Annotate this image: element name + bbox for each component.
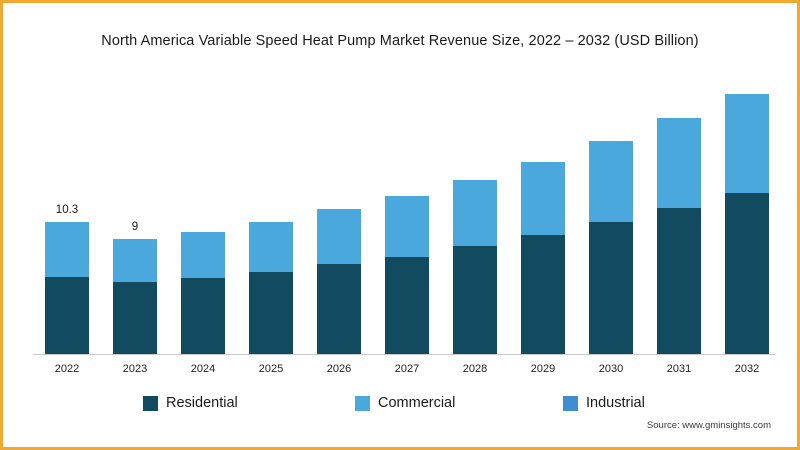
legend-swatch-icon [143, 395, 158, 411]
bar-group[interactable]: 10.3 [45, 204, 89, 354]
chart-canvas: North America Variable Speed Heat Pump M… [3, 3, 797, 447]
x-tick-2026: 2026 [326, 363, 352, 375]
x-tick-2029: 2029 [530, 363, 556, 375]
x-tick-2031: 2031 [666, 363, 692, 375]
bar-segment-commercial[interactable] [725, 93, 769, 193]
bar-segment-commercial[interactable] [45, 221, 89, 278]
bar-segment-commercial[interactable] [385, 196, 429, 257]
legend-label: Commercial [378, 395, 456, 411]
legend-item-residential[interactable]: Residential [143, 395, 238, 411]
bar-group[interactable] [181, 232, 225, 354]
legend-swatch-icon [355, 395, 370, 411]
bar-segment-commercial[interactable] [657, 118, 701, 208]
bar-segment-commercial[interactable] [521, 161, 565, 235]
bar-segment-residential[interactable] [453, 246, 497, 354]
bar-segment-residential[interactable] [317, 264, 361, 354]
bar-segment-residential[interactable] [589, 221, 633, 354]
x-tick-2024: 2024 [190, 363, 216, 375]
chart-legend: Residential Commercial Industrial [3, 395, 797, 421]
bar-segment-commercial[interactable] [249, 221, 293, 272]
bar-segment-residential[interactable] [725, 192, 769, 354]
bar-segment-residential[interactable] [657, 207, 701, 354]
page-title: North America Variable Speed Heat Pump M… [101, 33, 699, 49]
legend-item-commercial[interactable]: Commercial [355, 395, 455, 411]
x-tick-2025: 2025 [258, 363, 284, 375]
legend-label: Residential [166, 395, 238, 411]
bar-group[interactable] [521, 161, 565, 354]
legend-item-industrial[interactable]: Industrial [563, 395, 645, 411]
bar-segment-commercial[interactable] [453, 179, 497, 247]
bar-segment-residential[interactable] [113, 282, 157, 354]
x-axis-line [33, 354, 775, 355]
legend-swatch-icon [563, 395, 578, 411]
bar-segment-commercial[interactable] [589, 141, 633, 222]
bar-segment-residential[interactable] [521, 234, 565, 354]
bar-group[interactable] [657, 118, 701, 354]
x-tick-2028: 2028 [462, 363, 488, 375]
bar-group[interactable] [249, 221, 293, 354]
plot-area: 10.3 9 [33, 73, 775, 355]
x-tick-2027: 2027 [394, 363, 420, 375]
bar-segment-residential[interactable] [385, 256, 429, 354]
bar-segment-commercial[interactable] [113, 238, 157, 283]
bar-segment-residential[interactable] [181, 278, 225, 354]
legend-label: Industrial [586, 395, 645, 411]
source-caption: Source: www.gminsights.com [646, 420, 771, 431]
bar-segment-residential[interactable] [45, 277, 89, 354]
bar-group[interactable] [317, 209, 361, 354]
x-tick-2032: 2032 [734, 363, 760, 375]
bar-group[interactable] [453, 179, 497, 354]
bar-value-label: 10.3 [55, 203, 79, 216]
bar-group[interactable] [589, 141, 633, 354]
bar-segment-commercial[interactable] [181, 232, 225, 279]
bar-group[interactable]: 9 [113, 221, 157, 354]
x-tick-2023: 2023 [122, 363, 148, 375]
bar-segment-commercial[interactable] [317, 209, 361, 265]
bar-group[interactable] [385, 196, 429, 354]
bar-segment-residential[interactable] [249, 271, 293, 354]
bar-group[interactable] [725, 93, 769, 354]
bar-value-label: 9 [131, 220, 139, 233]
x-tick-2022: 2022 [54, 363, 80, 375]
x-tick-2030: 2030 [598, 363, 624, 375]
